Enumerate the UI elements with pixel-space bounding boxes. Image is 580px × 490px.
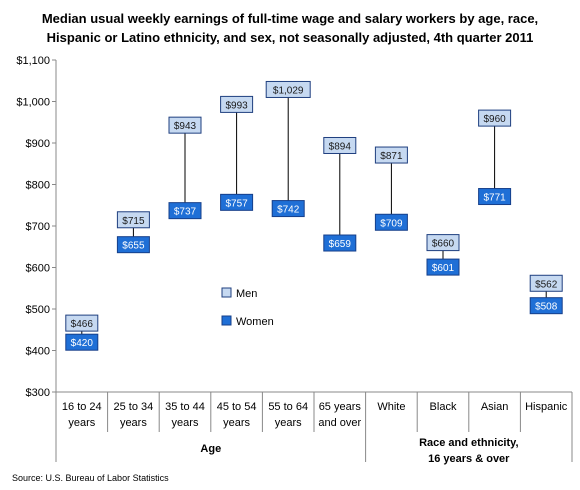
x-category-label: 55 to 64 bbox=[268, 401, 308, 413]
men-marker: $1,029 bbox=[265, 80, 311, 98]
women-marker: $757 bbox=[220, 193, 254, 211]
x-category-label: Hispanic bbox=[525, 401, 568, 413]
women-marker-box bbox=[220, 193, 254, 211]
women-marker-label: $757 bbox=[225, 198, 248, 209]
men-marker-box bbox=[426, 234, 460, 252]
men-marker: $466 bbox=[65, 314, 99, 332]
women-marker-label: $742 bbox=[277, 205, 300, 216]
men-marker-box bbox=[168, 116, 202, 134]
x-category-label: 16 to 24 bbox=[62, 401, 102, 413]
women-marker-box bbox=[323, 234, 357, 252]
men-marker-label: $993 bbox=[225, 100, 248, 111]
chart-title-line-1: Median usual weekly earnings of full-tim… bbox=[42, 11, 538, 26]
men-marker-label: $715 bbox=[122, 216, 145, 227]
men-marker: $960 bbox=[478, 109, 512, 127]
men-marker: $715 bbox=[116, 211, 150, 229]
women-marker: $737 bbox=[168, 202, 202, 220]
source-note: Source: U.S. Bureau of Labor Statistics bbox=[12, 473, 169, 483]
axes: $300 $400 $500 $600 $700 $800 $900 $1,000 $1,100… bbox=[16, 55, 573, 465]
women-marker: $742 bbox=[271, 200, 305, 218]
y-tick-label: $1,100 bbox=[16, 55, 50, 67]
women-marker-box bbox=[529, 297, 563, 315]
women-marker-label: $508 bbox=[535, 302, 558, 313]
chart-title-line-2: Hispanic or Latino ethnicity, and sex, n… bbox=[47, 30, 534, 45]
women-marker-label: $655 bbox=[122, 241, 145, 252]
legend-men-swatch bbox=[221, 287, 232, 298]
women-marker-label: $771 bbox=[483, 193, 506, 204]
legend-women-label: Women bbox=[236, 316, 274, 328]
men-marker-label: $1,029 bbox=[273, 85, 304, 96]
x-category-label: years bbox=[68, 417, 95, 429]
men-marker-label: $943 bbox=[174, 121, 197, 132]
y-tick-label: $900 bbox=[26, 138, 50, 150]
women-marker: $508 bbox=[529, 297, 563, 315]
men-marker-box bbox=[478, 109, 512, 127]
legend-men-label: Men bbox=[236, 288, 257, 300]
men-marker-box bbox=[265, 80, 311, 98]
x-group-label: 16 years & over bbox=[428, 453, 510, 465]
y-tick-label: $700 bbox=[26, 221, 50, 233]
women-marker-box bbox=[271, 200, 305, 218]
women-marker: $771 bbox=[478, 188, 512, 206]
data-marks: $466 $420 $715 $655 $943 $737 $993 $757 $1,029 $7… bbox=[65, 80, 563, 351]
women-marker-label: $737 bbox=[174, 207, 197, 218]
x-category-label: years bbox=[275, 417, 302, 429]
men-marker-label: $562 bbox=[535, 279, 558, 290]
x-group-label: Age bbox=[200, 443, 221, 455]
men-marker-box bbox=[220, 95, 254, 113]
women-marker-box bbox=[426, 258, 460, 276]
men-marker-box bbox=[65, 314, 99, 332]
women-marker-label: $601 bbox=[432, 263, 455, 274]
y-tick-label: $600 bbox=[26, 263, 50, 275]
women-marker: $655 bbox=[116, 236, 150, 254]
women-marker-label: $420 bbox=[71, 338, 94, 349]
y-tick-label: $800 bbox=[26, 180, 50, 192]
x-category-label: Black bbox=[430, 401, 457, 413]
legend: Men Women bbox=[221, 287, 274, 328]
women-marker-box bbox=[116, 236, 150, 254]
men-marker-label: $660 bbox=[432, 239, 455, 250]
men-marker: $660 bbox=[426, 234, 460, 252]
men-marker: $943 bbox=[168, 116, 202, 134]
x-category-label: 35 to 44 bbox=[165, 401, 205, 413]
y-tick-label: $400 bbox=[26, 346, 50, 358]
women-marker-label: $709 bbox=[380, 218, 403, 229]
x-category-label: 45 to 54 bbox=[217, 401, 257, 413]
x-category-label: 65 years bbox=[319, 401, 362, 413]
women-marker-box bbox=[478, 188, 512, 206]
x-group-label: Race and ethnicity, bbox=[419, 437, 518, 449]
women-marker: $601 bbox=[426, 258, 460, 276]
women-marker: $659 bbox=[323, 234, 357, 252]
x-category-label: years bbox=[120, 417, 147, 429]
women-marker-box bbox=[168, 202, 202, 220]
x-category-label: years bbox=[172, 417, 199, 429]
legend-women-swatch bbox=[221, 315, 232, 326]
men-marker: $562 bbox=[529, 274, 563, 292]
men-marker-box bbox=[529, 274, 563, 292]
y-tick-label: $500 bbox=[26, 304, 50, 316]
men-marker-label: $960 bbox=[483, 114, 506, 125]
women-marker-box bbox=[65, 333, 99, 351]
men-marker: $993 bbox=[220, 95, 254, 113]
x-category-label: 25 to 34 bbox=[114, 401, 154, 413]
y-tick-label: $1,000 bbox=[16, 97, 50, 109]
women-marker-box bbox=[374, 213, 408, 231]
men-marker-label: $894 bbox=[329, 141, 352, 152]
women-marker-label: $659 bbox=[329, 239, 352, 250]
men-marker: $894 bbox=[323, 136, 357, 154]
men-marker-box bbox=[374, 146, 408, 164]
x-category-label: years bbox=[223, 417, 250, 429]
men-marker-box bbox=[323, 136, 357, 154]
x-category-label: White bbox=[377, 401, 405, 413]
x-category-label: Asian bbox=[481, 401, 509, 413]
men-marker: $871 bbox=[374, 146, 408, 164]
men-marker-label: $871 bbox=[380, 151, 403, 162]
x-category-label: and over bbox=[318, 417, 361, 429]
women-marker: $709 bbox=[374, 213, 408, 231]
men-marker-label: $466 bbox=[71, 319, 94, 330]
men-marker-box bbox=[116, 211, 150, 229]
women-marker: $420 bbox=[65, 333, 99, 351]
y-tick-label: $300 bbox=[26, 387, 50, 399]
